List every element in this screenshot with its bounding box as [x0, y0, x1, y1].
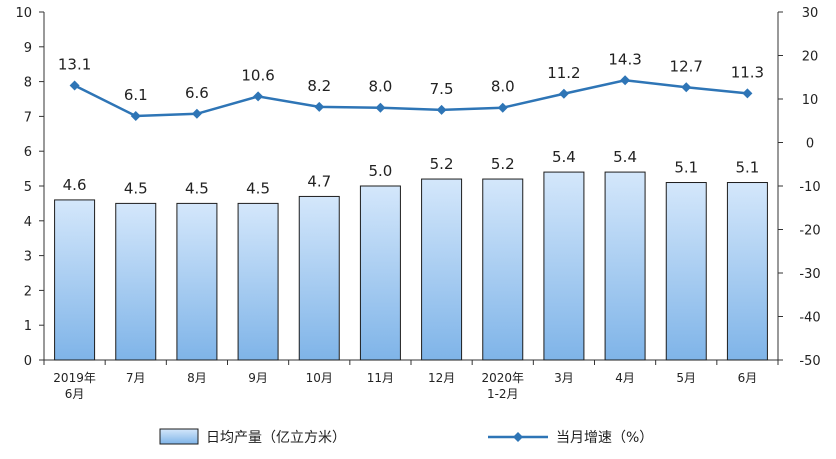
bar [665, 182, 707, 361]
bar-data-label: 4.5 [124, 179, 148, 197]
x-tick-label: 2020年 [481, 371, 524, 385]
line-data-label: 8.0 [491, 78, 515, 96]
y-right-tick-label: -10 [799, 180, 820, 195]
y-right-tick-label: 20 [802, 50, 819, 65]
y-left-tick-label: 4 [24, 215, 32, 230]
line-point [191, 108, 202, 119]
y-right-tick-label: 10 [802, 93, 819, 108]
bar-data-label: 5.4 [613, 148, 637, 166]
line-series [69, 75, 753, 121]
bar [115, 202, 157, 361]
y-left-tick-label: 3 [24, 250, 32, 265]
line-point [375, 102, 386, 113]
y-left-tick-label: 6 [24, 145, 32, 160]
x-tick-label: 5月 [676, 371, 696, 385]
line-point [620, 75, 631, 86]
line-data-label: 7.5 [430, 80, 454, 98]
y-right-tick-label: -40 [799, 311, 820, 326]
line-data-label: 8.0 [368, 78, 392, 96]
y-left-tick-label: 0 [24, 354, 32, 369]
line-data-label: 11.2 [547, 64, 580, 82]
y-left-tick-label: 8 [24, 76, 32, 91]
line-point [130, 110, 141, 121]
bar [604, 171, 646, 361]
x-tick-label: 12月 [428, 371, 455, 385]
bar [421, 178, 463, 361]
bar-data-label: 5.0 [368, 162, 392, 180]
x-tick-label: 6月 [65, 387, 85, 401]
x-tick-label: 2019年 [53, 371, 96, 385]
y-left-tick-label: 1 [24, 319, 32, 334]
line-point [558, 88, 569, 99]
line-data-label: 12.7 [670, 57, 703, 75]
x-tick-label: 6月 [738, 371, 758, 385]
growth-line [74, 79, 748, 118]
x-tick-label: 4月 [615, 371, 635, 385]
data-labels: 4.6 4.5 4.5 4.5 4.7 5.0 5.2 5.2 5.4 5.4 5.1 5.1 13.1… [58, 50, 764, 197]
bar [54, 199, 96, 361]
bar-data-label: 5.1 [674, 159, 698, 177]
y-left-tick-label: 9 [24, 41, 32, 56]
bar [726, 182, 768, 361]
legend: 日均产量（亿立方米） 当月增速（%） [159, 428, 653, 446]
line-point [681, 82, 692, 93]
axes: 0 1 2 3 4 5 6 7 8 9 10 -50 -40 -30 -20 -10 0 10 20 30 2019年 6… [15, 6, 820, 401]
x-tick-label: 1-2月 [487, 387, 519, 401]
y-left-tick-label: 10 [15, 6, 32, 21]
x-tick-label: 8月 [187, 371, 207, 385]
bar-data-label: 4.5 [185, 179, 209, 197]
bar-data-label: 4.6 [63, 176, 87, 194]
line-point [497, 102, 508, 113]
y-left-tick-label: 5 [24, 180, 32, 195]
x-tick-label: 7月 [126, 371, 146, 385]
line-data-label: 14.3 [608, 50, 641, 68]
bar [298, 195, 340, 361]
legend-bar-label: 日均产量（亿立方米） [206, 430, 346, 446]
x-tick-label: 3月 [554, 371, 574, 385]
y-right-tick-label: 30 [802, 6, 819, 21]
bar-series [54, 171, 768, 361]
x-tick-label: 9月 [248, 371, 268, 385]
y-right-tick-label: 0 [806, 137, 814, 152]
line-data-label: 8.2 [307, 77, 331, 95]
bar-data-label: 5.2 [491, 155, 515, 173]
line-point [69, 80, 80, 91]
bar-data-label: 5.1 [735, 159, 759, 177]
bar [482, 178, 524, 361]
line-point [436, 104, 447, 115]
bar [543, 171, 585, 361]
line-data-label: 10.6 [241, 66, 274, 84]
y-right-tick-label: -50 [799, 354, 820, 369]
bar [359, 185, 401, 361]
legend-line-marker [513, 432, 523, 442]
y-right-tick-label: -30 [799, 267, 820, 282]
x-tick-label: 11月 [367, 371, 394, 385]
legend-line-label: 当月增速（%） [556, 430, 653, 446]
bar-data-label: 4.7 [307, 172, 331, 190]
bar-data-label: 5.4 [552, 148, 576, 166]
line-point [314, 101, 325, 112]
bar [237, 202, 279, 361]
line-data-label: 6.1 [124, 86, 148, 104]
bar [176, 202, 218, 361]
bar-data-label: 4.5 [246, 179, 270, 197]
line-point [742, 88, 753, 99]
line-point [253, 91, 264, 102]
bar-data-label: 5.2 [430, 155, 454, 173]
x-tick-label: 10月 [306, 371, 333, 385]
legend-bar-swatch [159, 428, 199, 445]
line-data-label: 13.1 [58, 56, 91, 74]
line-data-label: 11.3 [731, 63, 764, 81]
line-data-label: 6.6 [185, 84, 209, 102]
y-left-tick-label: 2 [24, 284, 32, 299]
y-right-tick-label: -20 [799, 224, 820, 239]
y-left-tick-label: 7 [24, 110, 32, 125]
